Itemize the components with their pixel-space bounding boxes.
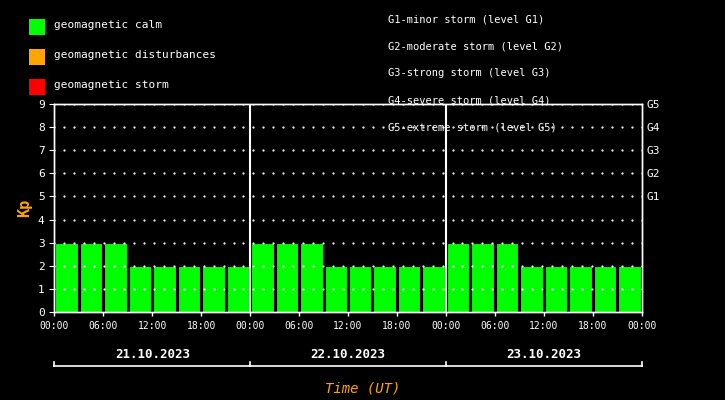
- Bar: [325, 266, 347, 312]
- Bar: [80, 243, 102, 312]
- Text: G5-extreme storm (level G5): G5-extreme storm (level G5): [388, 123, 557, 133]
- Text: 22.10.2023: 22.10.2023: [310, 348, 386, 360]
- Y-axis label: Kp: Kp: [17, 199, 33, 217]
- Text: geomagnetic disturbances: geomagnetic disturbances: [54, 50, 215, 60]
- Text: G3-strong storm (level G3): G3-strong storm (level G3): [388, 68, 550, 78]
- Bar: [349, 266, 371, 312]
- Bar: [178, 266, 200, 312]
- Text: 23.10.2023: 23.10.2023: [506, 348, 581, 360]
- Bar: [618, 266, 641, 312]
- Bar: [202, 266, 225, 312]
- Bar: [423, 266, 445, 312]
- Text: 21.10.2023: 21.10.2023: [115, 348, 190, 360]
- Text: Time (UT): Time (UT): [325, 381, 400, 395]
- Bar: [398, 266, 420, 312]
- Text: geomagnetic storm: geomagnetic storm: [54, 80, 168, 90]
- Bar: [447, 243, 469, 312]
- Bar: [544, 266, 567, 312]
- Bar: [496, 243, 518, 312]
- Bar: [129, 266, 152, 312]
- Bar: [594, 266, 616, 312]
- Text: G2-moderate storm (level G2): G2-moderate storm (level G2): [388, 41, 563, 51]
- Bar: [153, 266, 175, 312]
- Bar: [104, 243, 127, 312]
- Bar: [300, 243, 323, 312]
- Text: G4-severe storm (level G4): G4-severe storm (level G4): [388, 96, 550, 106]
- Bar: [569, 266, 592, 312]
- Bar: [55, 243, 78, 312]
- Text: geomagnetic calm: geomagnetic calm: [54, 20, 162, 30]
- Bar: [471, 243, 494, 312]
- Text: G1-minor storm (level G1): G1-minor storm (level G1): [388, 14, 544, 24]
- Bar: [521, 266, 543, 312]
- Bar: [373, 266, 396, 312]
- Bar: [227, 266, 249, 312]
- Bar: [251, 243, 273, 312]
- Bar: [276, 243, 298, 312]
